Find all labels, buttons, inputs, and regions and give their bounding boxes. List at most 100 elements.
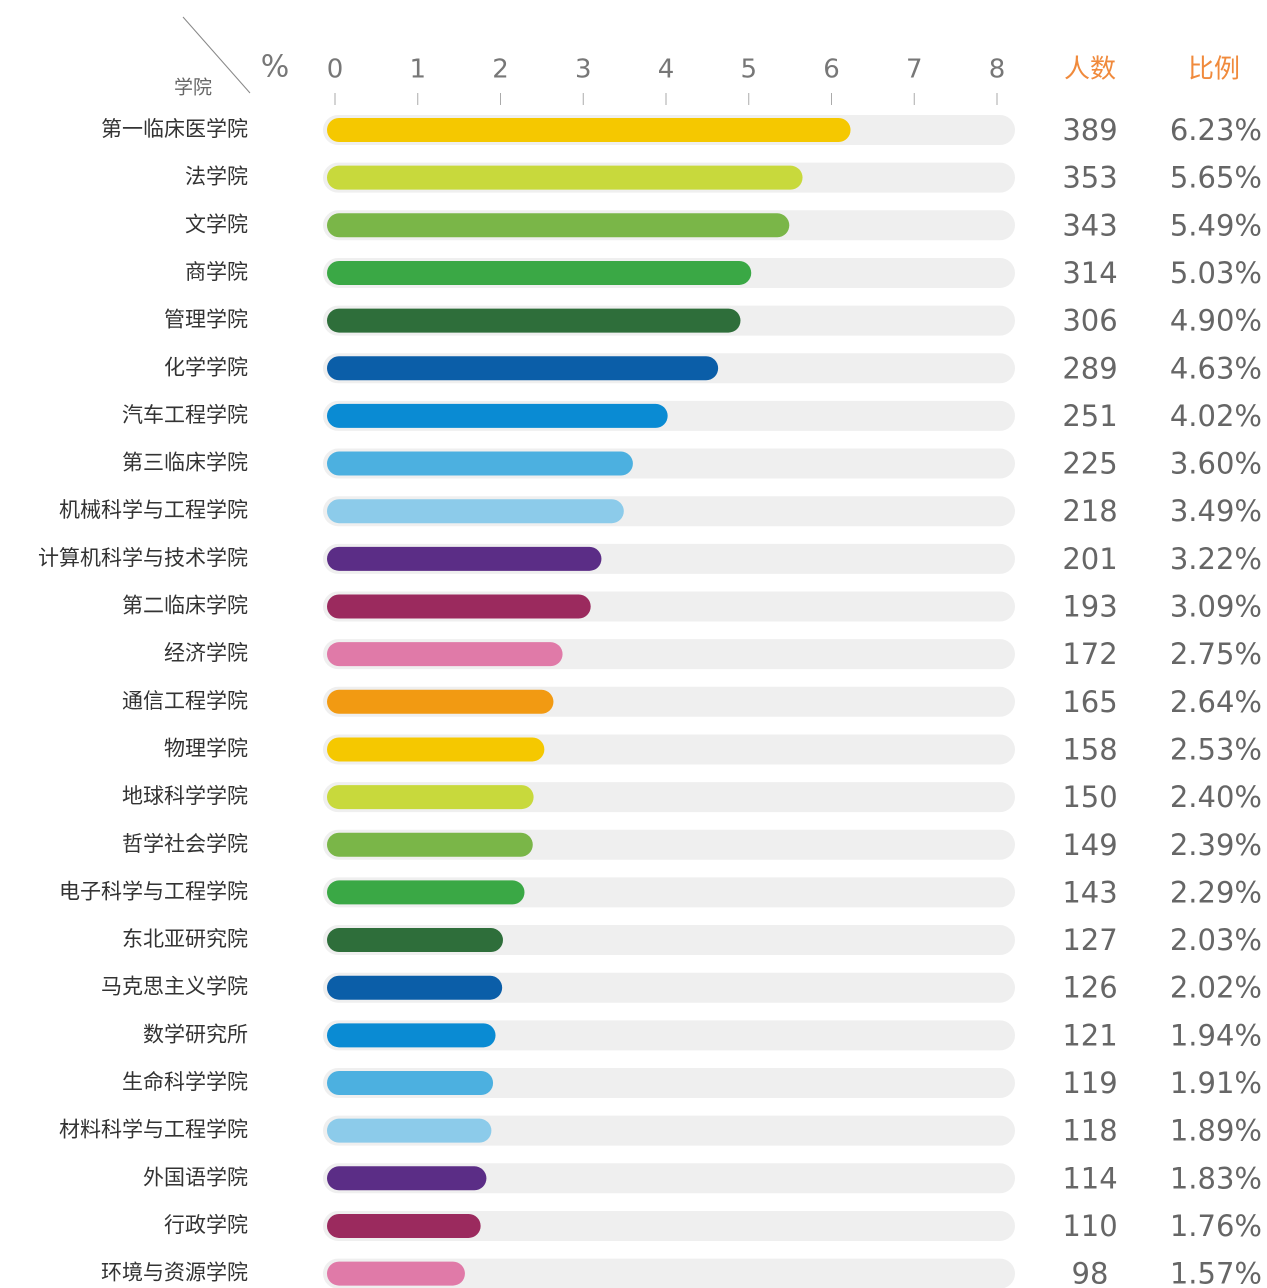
count-label: 306	[1062, 304, 1117, 338]
value-label: 3.09%	[1170, 590, 1262, 624]
x-tick-label: 6	[823, 55, 840, 85]
bar	[327, 975, 503, 1000]
category-label: 环境与资源学院	[101, 1261, 248, 1285]
value-label: 2.02%	[1170, 971, 1262, 1005]
category-label: 经济学院	[164, 641, 248, 665]
category-label: 第二临床学院	[122, 594, 248, 618]
x-tick-label: 5	[740, 55, 757, 85]
value-label: 5.03%	[1170, 256, 1262, 290]
category-label: 生命科学学院	[122, 1070, 248, 1094]
bar	[327, 260, 752, 285]
count-label: 149	[1062, 828, 1117, 862]
value-label: 3.22%	[1170, 542, 1262, 576]
value-label: 1.91%	[1170, 1066, 1262, 1100]
category-label: 第一临床医学院	[101, 117, 248, 141]
bar	[327, 737, 545, 762]
value-label: 2.64%	[1170, 685, 1262, 719]
bar	[327, 689, 554, 714]
count-label: 143	[1062, 875, 1117, 909]
count-label: 98	[1072, 1257, 1109, 1288]
count-header: 人数	[1064, 55, 1116, 85]
value-label: 1.83%	[1170, 1161, 1262, 1195]
count-label: 225	[1062, 447, 1117, 481]
count-label: 127	[1062, 923, 1117, 957]
bar	[327, 308, 741, 333]
count-label: 172	[1062, 637, 1117, 671]
category-label: 商学院	[185, 260, 248, 284]
value-label: 5.49%	[1170, 208, 1262, 242]
x-tick-label: 1	[409, 55, 426, 85]
value-label: 1.94%	[1170, 1018, 1262, 1052]
value-label: 4.63%	[1170, 351, 1262, 385]
count-label: 114	[1062, 1161, 1117, 1195]
value-label: 1.76%	[1170, 1209, 1262, 1243]
value-label: 2.40%	[1170, 780, 1262, 814]
bar	[327, 118, 851, 142]
bar	[327, 499, 624, 524]
category-label: 物理学院	[164, 736, 248, 760]
category-label: 文学院	[185, 212, 248, 236]
category-label: 计算机科学与技术学院	[38, 546, 248, 570]
ratio-header: 比例	[1188, 55, 1240, 85]
category-label: 电子科学与工程学院	[59, 879, 248, 903]
category-label: 地球科学学院	[122, 784, 248, 808]
bar-track	[323, 1210, 1015, 1241]
category-label: 汽车工程学院	[122, 403, 248, 427]
count-label: 121	[1062, 1018, 1117, 1052]
category-label: 法学院	[185, 165, 248, 189]
count-label: 193	[1062, 590, 1117, 624]
count-label: 314	[1062, 256, 1117, 290]
count-label: 158	[1062, 732, 1117, 766]
bar	[327, 594, 591, 619]
category-label: 通信工程学院	[122, 689, 248, 713]
corner-divider	[182, 16, 251, 94]
category-label: 外国语学院	[143, 1165, 248, 1189]
count-label: 118	[1062, 1114, 1117, 1148]
bar	[327, 165, 803, 190]
count-label: 150	[1062, 780, 1117, 814]
count-label: 289	[1062, 351, 1117, 385]
value-label: 3.49%	[1170, 494, 1262, 528]
bar	[327, 1166, 487, 1191]
count-label: 110	[1062, 1209, 1117, 1243]
x-tick-label: 2	[492, 55, 509, 85]
count-label: 201	[1062, 542, 1117, 576]
category-label: 材料科学与工程学院	[59, 1118, 248, 1142]
count-label: 119	[1062, 1066, 1117, 1100]
value-label: 2.03%	[1170, 923, 1262, 957]
bar	[327, 546, 602, 571]
category-label: 机械科学与工程学院	[59, 498, 248, 522]
x-tick-label: 7	[906, 55, 923, 85]
count-label: 251	[1062, 399, 1117, 433]
value-label: 2.39%	[1170, 828, 1262, 862]
category-label: 哲学社会学院	[122, 832, 248, 856]
x-tick-label: 0	[327, 55, 344, 85]
value-label: 1.57%	[1170, 1257, 1262, 1288]
bar	[327, 832, 533, 857]
value-label: 5.65%	[1170, 161, 1262, 195]
category-label: 管理学院	[164, 308, 248, 332]
value-label: 3.60%	[1170, 447, 1262, 481]
value-label: 4.90%	[1170, 304, 1262, 338]
bar	[327, 1261, 465, 1286]
value-label: 2.29%	[1170, 875, 1262, 909]
value-label: 2.75%	[1170, 637, 1262, 671]
count-label: 218	[1062, 494, 1117, 528]
bar	[327, 356, 719, 381]
value-label: 2.53%	[1170, 732, 1262, 766]
bar	[327, 785, 534, 810]
bar	[327, 1071, 494, 1095]
x-tick-label: 4	[658, 55, 675, 85]
count-label: 353	[1062, 161, 1117, 195]
bar	[327, 880, 525, 905]
count-label: 389	[1062, 113, 1117, 147]
bar	[327, 642, 563, 667]
bar	[327, 451, 633, 476]
value-label: 4.02%	[1170, 399, 1262, 433]
value-label: 1.89%	[1170, 1114, 1262, 1148]
category-label: 数学研究所	[143, 1022, 248, 1046]
bar-track	[323, 1115, 1015, 1146]
bar-track	[323, 1258, 1015, 1288]
bar-track	[323, 1068, 1015, 1098]
